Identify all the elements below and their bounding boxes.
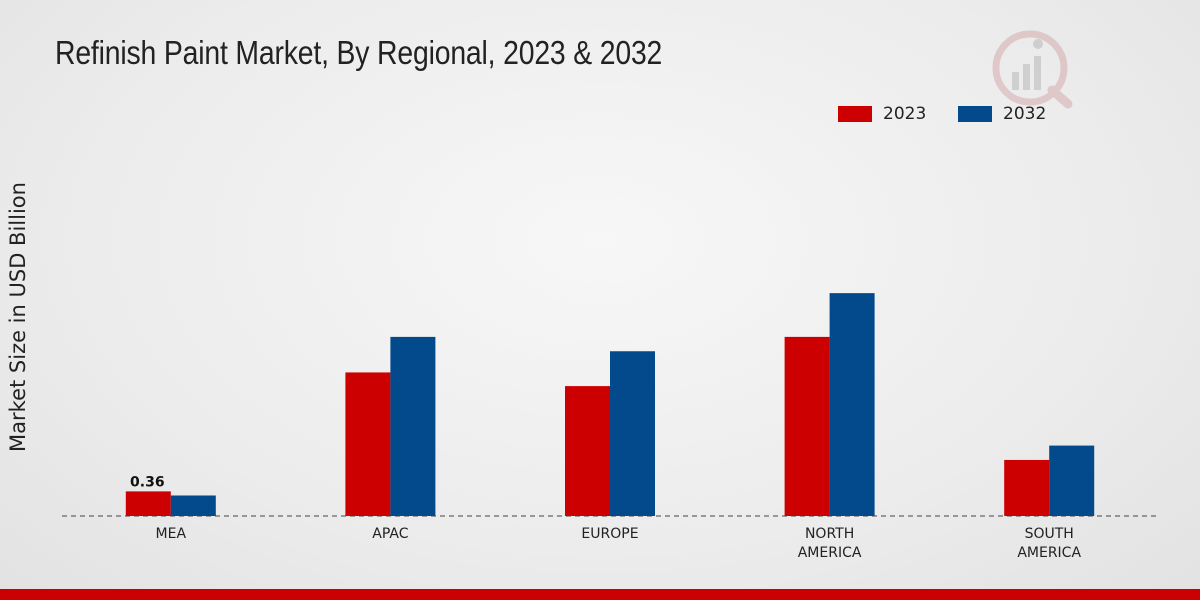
bar-2023-south-america <box>1004 459 1050 516</box>
chart-title: Refinish Paint Market, By Regional, 2023… <box>55 34 663 71</box>
bar-2023-apac <box>345 372 391 516</box>
chart-logo-icon <box>992 30 1073 109</box>
bar-2023-mea <box>125 491 171 516</box>
x-tick-label-south-america: SOUTH AMERICA <box>1017 526 1081 561</box>
bottom-accent-bar <box>0 589 1200 600</box>
legend-swatch-2032 <box>958 106 992 122</box>
bar-2032-mea <box>170 495 216 516</box>
legend-label-2032: 2032 <box>1003 104 1047 124</box>
legend-item-2023: 2023 <box>838 104 926 124</box>
bar-2032-apac <box>390 336 436 516</box>
x-tick-label-apac: APAC <box>372 526 408 542</box>
legend-label-2023: 2023 <box>883 104 927 124</box>
legend-item-2032: 2032 <box>958 104 1046 124</box>
x-tick-label-north-america: NORTH AMERICA <box>798 526 862 561</box>
bar-2032-north-america <box>829 293 875 516</box>
bar-2023-europe <box>565 386 610 516</box>
x-tick-label-mea: MEA <box>156 526 187 542</box>
x-tick-label-europe: EUROPE <box>581 526 638 542</box>
legend-swatch-2023 <box>838 106 872 122</box>
bar-2023-north-america <box>784 336 830 516</box>
bar-2032-south-america <box>1049 445 1095 516</box>
bar-2032-europe <box>610 351 655 516</box>
data-label: 0.36 <box>130 474 165 490</box>
